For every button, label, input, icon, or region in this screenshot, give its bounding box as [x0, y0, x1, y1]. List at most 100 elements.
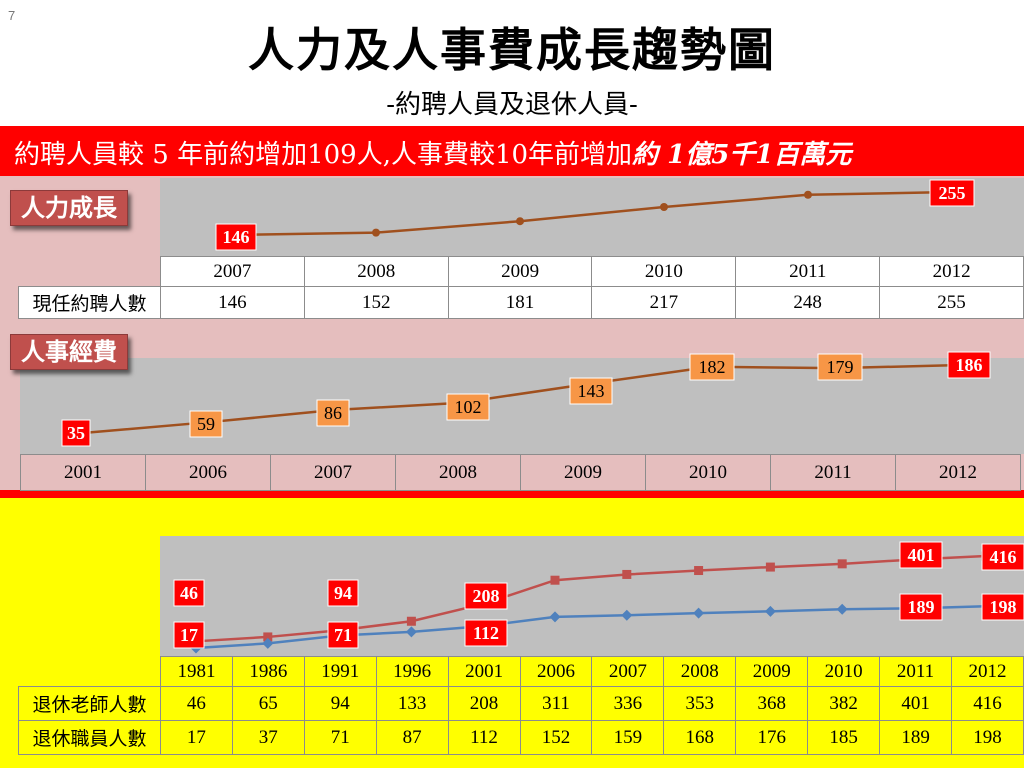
expense-data-label-2009: 143 [578, 381, 605, 401]
staff-point-2009 [764, 605, 776, 617]
page-number: 7 [8, 8, 16, 23]
expense-axis-label-2008: 2008 [395, 454, 521, 491]
staff-cell-1991: 71 [303, 720, 377, 755]
manpower-table-header-row: 2007 2008 2009 2010 2011 2012 [160, 256, 1024, 287]
expense-axis-label-2010: 2010 [645, 454, 771, 491]
expense-chart: 35 59 86 102 143 182 179 186 [61, 351, 991, 447]
teachers-point-2008 [694, 566, 704, 576]
expense-data-label-2001-box [61, 419, 91, 447]
manpower-point-2011 [804, 190, 812, 199]
staff-cell-2008: 168 [663, 720, 737, 755]
table-row: 現任約聘人數 146 152 181 217 248 255 [18, 286, 1024, 319]
staff-cell-2001: 112 [447, 720, 521, 755]
retirees-header-2001: 2001 [447, 656, 521, 687]
retirees-plot-area [160, 536, 1024, 656]
staff-data-label: 189 [908, 597, 935, 617]
expense-data-label-2006: 59 [197, 414, 215, 434]
retirees-header-2008: 2008 [663, 656, 737, 687]
summary-banner [0, 126, 1024, 176]
manpower-header-2011: 2011 [735, 256, 881, 287]
manpower-plot-area [160, 178, 1024, 256]
expense-axis-row: 2001 2006 2007 2008 2009 2010 2011 2012 [20, 454, 1021, 491]
teachers-data-label: 416 [990, 547, 1017, 567]
retirees-table-header: 1981 1986 1991 1996 2001 2006 2007 2008 2009 2010… [160, 656, 1024, 687]
teachers-data-label: 46 [180, 583, 198, 603]
manpower-row-label: 現任約聘人數 [18, 286, 161, 319]
expense-data-label-2010: 182 [699, 357, 726, 377]
expense-data-label-2011-box [817, 353, 863, 381]
manpower-series-line [231, 190, 953, 237]
expense-data-label-2006-box [189, 410, 223, 438]
expense-axis-label-2011: 2011 [770, 454, 896, 491]
staff-cell-2012: 198 [951, 720, 1024, 755]
staff-data-label-box [981, 593, 1024, 621]
staff-data-label: 71 [334, 625, 352, 645]
teachers-point-1996 [406, 616, 416, 626]
staff-series-line [195, 605, 986, 650]
manpower-chart: 146 255 [215, 179, 975, 251]
expense-data-label-2008-box [446, 393, 490, 421]
staff-cell-2011: 189 [879, 720, 953, 755]
manpower-data-label-box [215, 223, 257, 251]
staff-data-label-box [899, 593, 943, 621]
table-row: 退休職員人數 17 37 71 87 112 152 159 168 176 185 189 198 [18, 720, 1024, 755]
retirees-header-1991: 1991 [303, 656, 377, 687]
staff-point-1986 [262, 637, 274, 649]
expense-data-label-2010-box [689, 353, 735, 381]
retirees-chart: 46 94 208 401 416 17 71 112 189 198 [173, 541, 1024, 654]
teachers-data-label-box [899, 541, 943, 569]
banner-text-main: 約聘人員較 5 年前約增加109人,人事費較10年前增加 [14, 140, 633, 170]
page-title: 人力及人事費成長趨勢圖 [248, 23, 776, 77]
staff-point-2010 [836, 603, 848, 615]
teachers-point-2007 [622, 569, 632, 579]
manpower-header-2007: 2007 [160, 256, 305, 287]
staff-data-label: 112 [473, 623, 499, 643]
teachers-series-line [195, 554, 986, 643]
teachers-data-label-box [173, 579, 205, 607]
expense-tag: 人事經費 [10, 334, 128, 370]
manpower-cell-2007: 146 [159, 286, 305, 319]
teachers-point-1986 [263, 632, 273, 642]
teachers-cell-2001: 208 [447, 686, 521, 721]
teachers-cell-1991: 94 [303, 686, 377, 721]
staff-cell-1981: 17 [159, 720, 233, 755]
teachers-point-2009 [765, 562, 775, 572]
staff-cell-2009: 176 [735, 720, 809, 755]
manpower-cell-2009: 181 [447, 286, 593, 319]
teachers-cell-1986: 65 [231, 686, 305, 721]
staff-cell-2007: 159 [591, 720, 665, 755]
manpower-data-label-box [929, 179, 975, 207]
teachers-cell-2008: 353 [663, 686, 737, 721]
manpower-cell-2008: 152 [303, 286, 449, 319]
staff-cell-1986: 37 [231, 720, 305, 755]
teachers-data-label-box [464, 582, 508, 610]
retirees-header-2012: 2012 [950, 656, 1024, 687]
teachers-data-label: 208 [473, 586, 500, 606]
staff-point-2007 [621, 609, 633, 621]
expense-data-label-2008: 102 [455, 397, 482, 417]
expense-data-label-2007: 86 [324, 403, 342, 423]
manpower-cell-2012: 255 [879, 286, 1024, 319]
teachers-data-label: 401 [908, 545, 935, 565]
manpower-data-label: 255 [939, 183, 966, 203]
page-subtitle: -約聘人員及退休人員- [386, 90, 638, 120]
manpower-header-2008: 2008 [303, 256, 449, 287]
banner-text-emphasis: 約 1億5千1百萬元 [632, 140, 852, 170]
expense-data-label-2001: 35 [67, 423, 85, 443]
expense-series-line [82, 363, 962, 435]
summary-banner-text: 約聘人員較 5 年前約增加109人,人事費較10年前增加約 1億5千1百萬元 [14, 134, 851, 171]
teachers-data-label-box [981, 543, 1024, 571]
staff-data-label-box [464, 619, 508, 647]
staff-point-2008 [693, 607, 705, 619]
staff-row-label: 退休職員人數 [18, 720, 161, 755]
retirees-header-2009: 2009 [735, 656, 809, 687]
expense-data-label-2012: 186 [956, 355, 983, 375]
retirees-table-header-row: 1981 1986 1991 1996 2001 2006 2007 2008 2009 2010… [160, 656, 1024, 687]
staff-point-1996 [405, 626, 417, 638]
staff-cell-2006: 152 [519, 720, 593, 755]
manpower-cell-2010: 217 [591, 286, 737, 319]
teachers-data-label: 94 [334, 583, 352, 603]
expense-axis-label-2007: 2007 [270, 454, 396, 491]
section-divider [0, 490, 1024, 498]
expense-data-label-2011: 179 [827, 357, 854, 377]
